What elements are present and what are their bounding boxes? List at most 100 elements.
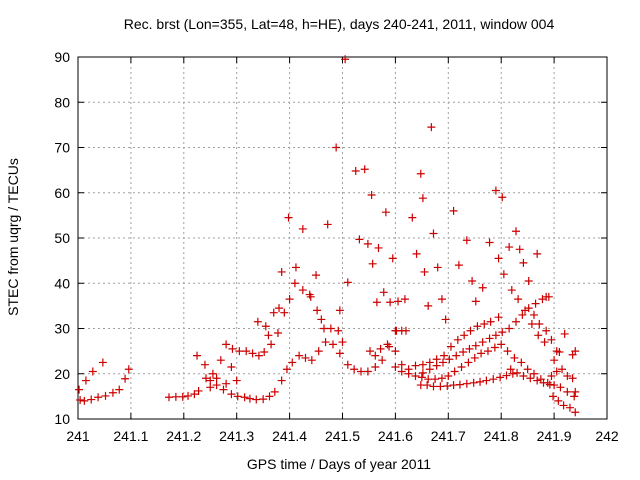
data-point — [424, 301, 433, 310]
data-point — [400, 295, 409, 304]
data-point — [401, 326, 410, 335]
data-point — [482, 376, 491, 385]
x-tick-label: 241.5 — [325, 428, 360, 444]
data-point — [101, 391, 110, 400]
data-point — [558, 365, 567, 374]
data-point — [206, 383, 215, 392]
data-point — [171, 392, 180, 401]
data-point — [381, 208, 390, 217]
data-point — [366, 347, 375, 356]
data-point — [386, 298, 395, 307]
data-point — [190, 390, 199, 399]
data-point — [367, 191, 376, 200]
data-point — [264, 331, 273, 340]
data-point — [350, 365, 359, 374]
data-point — [164, 393, 173, 402]
data-point — [277, 376, 286, 385]
data-point — [232, 376, 241, 385]
data-point — [460, 331, 469, 340]
data-point — [466, 326, 475, 335]
data-point — [404, 369, 413, 378]
data-point — [298, 224, 307, 233]
data-point — [121, 374, 130, 383]
data-point — [519, 372, 528, 381]
data-point — [355, 235, 364, 244]
data-point — [497, 340, 506, 349]
data-point — [538, 295, 547, 304]
x-tick-label: 241.2 — [166, 428, 201, 444]
data-point — [319, 324, 328, 333]
data-point — [545, 380, 554, 389]
data-point — [397, 367, 406, 376]
data-point — [418, 194, 427, 203]
x-tick-label: 241.6 — [378, 428, 413, 444]
y-tick-label: 80 — [54, 94, 70, 110]
data-point — [202, 374, 211, 383]
data-point — [314, 347, 323, 356]
data-point — [253, 317, 262, 326]
x-tick-label: 241.1 — [113, 428, 148, 444]
data-point — [420, 267, 429, 276]
axis-ticks: 241 241.1 241.2 241.3 241.4 241.5 241.6 241.7 24… — [54, 49, 618, 444]
data-point — [465, 344, 474, 353]
data-point — [269, 308, 278, 317]
data-point — [470, 353, 479, 362]
data-point — [533, 376, 542, 385]
data-point — [453, 335, 462, 344]
y-axis-label: STEC from uqrg / TECUs — [5, 158, 21, 316]
data-point — [227, 362, 236, 371]
data-point — [526, 374, 535, 383]
data-point — [459, 348, 468, 357]
data-point — [529, 369, 538, 378]
data-point — [427, 123, 436, 132]
data-point — [506, 365, 515, 374]
data-point — [206, 376, 215, 385]
data-point — [547, 372, 556, 381]
data-point — [507, 286, 516, 295]
data-point — [524, 276, 533, 285]
data-point — [411, 372, 420, 381]
data-point — [418, 360, 427, 369]
data-point — [212, 374, 221, 383]
data-point — [478, 338, 487, 347]
data-point — [568, 374, 577, 383]
x-tick-label: 241.8 — [484, 428, 519, 444]
data-points — [75, 55, 580, 417]
data-point — [425, 365, 434, 374]
data-point — [443, 381, 452, 390]
data-point — [542, 326, 551, 335]
data-point — [535, 319, 544, 328]
data-point — [478, 283, 487, 292]
data-point — [416, 169, 425, 178]
data-point — [485, 334, 494, 343]
data-point — [485, 238, 494, 247]
data-point — [323, 220, 332, 229]
data-point — [418, 368, 427, 377]
data-point — [335, 306, 344, 315]
data-point — [88, 367, 97, 376]
data-point — [282, 365, 291, 374]
data-point — [534, 331, 543, 340]
chart-title: Rec. brst (Lon=355, Lat=48, h=HE), days … — [124, 16, 555, 32]
data-point — [208, 369, 217, 378]
data-point — [523, 365, 532, 374]
data-point — [295, 351, 304, 360]
data-point — [360, 165, 369, 174]
data-point — [539, 378, 548, 387]
data-point — [313, 306, 322, 315]
data-point — [321, 338, 330, 347]
data-point — [437, 374, 446, 383]
data-point — [374, 243, 383, 252]
data-point — [379, 288, 388, 297]
data-point — [254, 351, 263, 360]
data-point — [563, 387, 572, 396]
data-point — [363, 239, 372, 248]
data-point — [544, 292, 553, 301]
data-point — [454, 261, 463, 270]
data-point — [411, 361, 420, 370]
data-point — [242, 347, 251, 356]
data-point — [98, 358, 107, 367]
data-point — [457, 362, 466, 371]
data-point — [519, 258, 528, 267]
